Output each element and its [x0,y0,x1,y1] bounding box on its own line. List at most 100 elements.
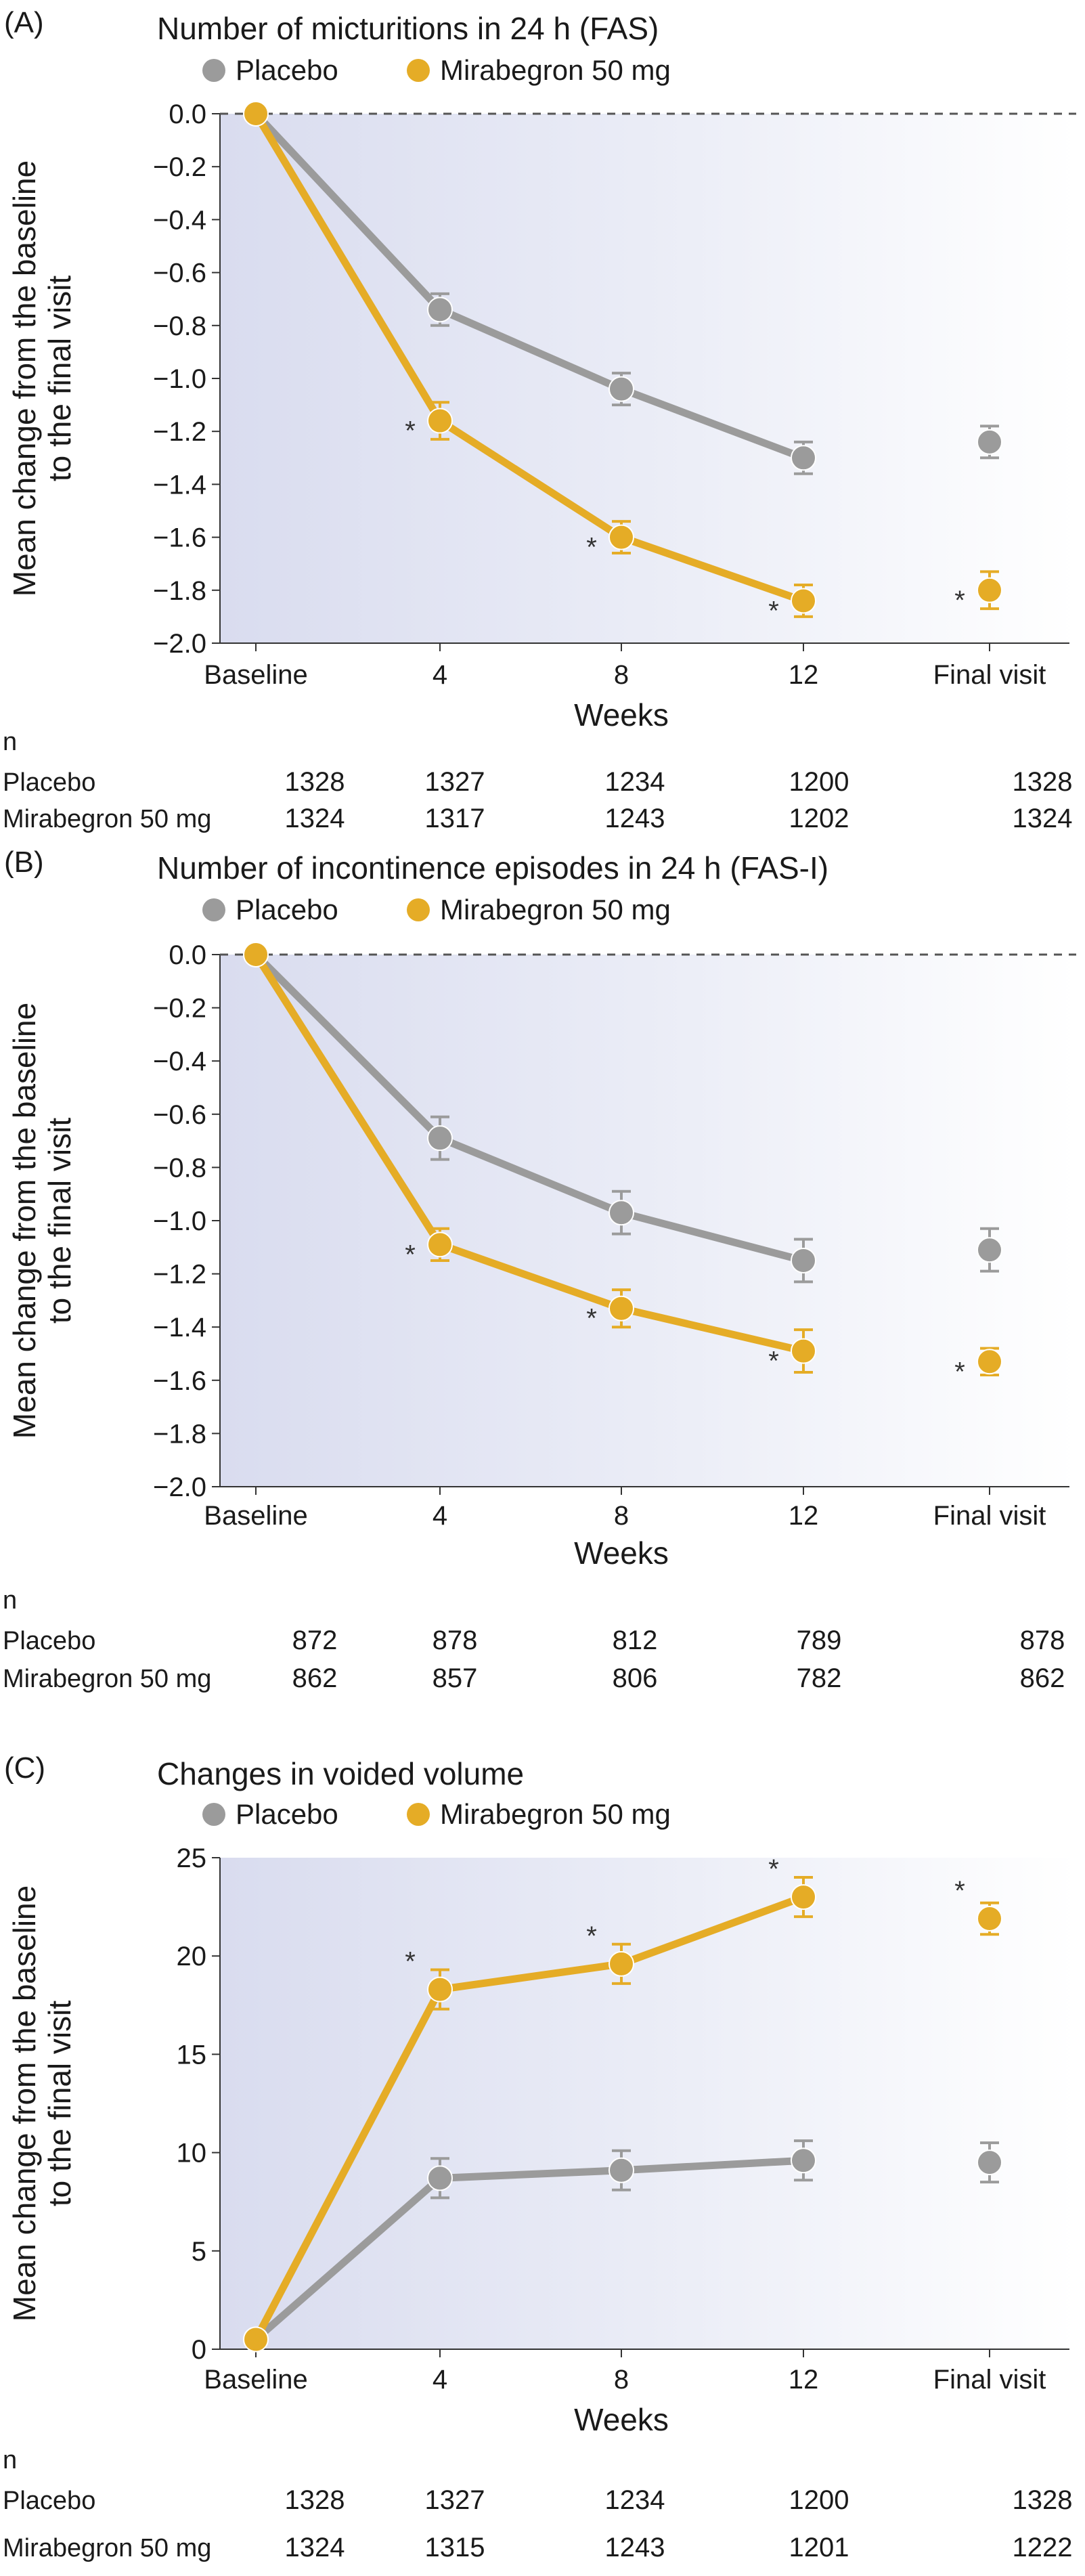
y-tick-label: 0.0 [169,100,206,129]
data-point-placebo [791,445,816,471]
y-tick-label: −1.2 [153,417,206,447]
n-value: 782 [797,1663,842,1693]
n-value: 1328 [1013,767,1073,797]
legend-mirabegron-label: Mirabegron 50 mg [440,54,671,86]
n-value: 1200 [789,2485,849,2515]
x-tick-label: 8 [614,2365,629,2395]
y-axis-title-line2: to the final visit [42,2001,77,2206]
plot-background [220,1858,1076,2349]
x-tick-label: Baseline [204,1501,307,1531]
x-tick-label: Final visit [933,2365,1046,2395]
significance-marker: * [954,1357,965,1387]
legend-placebo-marker [202,1803,225,1826]
x-axis-title: Weeks [574,697,669,733]
y-tick-label: −2.0 [153,1472,206,1502]
significance-marker: * [768,1347,779,1376]
data-point-mirabegron [608,1950,634,1977]
chart-title: Number of incontinence episodes in 24 h … [157,850,828,886]
series-line-mirabegron [252,1893,807,2343]
data-point-placebo [791,2147,816,2174]
data-point-mirabegron [791,1338,816,1364]
legend-mirabegron-marker [407,898,430,921]
n-value: 1317 [425,804,485,833]
n-row-label: Mirabegron 50 mg [3,1665,211,1693]
series-placebo [243,942,1002,1284]
y-axis-title-text: Mean change from the baselineto the fina… [7,1003,77,1439]
y-axis-title-line1: Mean change from the baseline [7,1003,42,1439]
n-value: 872 [292,1625,338,1655]
significance-marker: * [405,416,416,446]
y-tick-label: −0.6 [153,259,206,288]
x-tick-label: 4 [433,660,447,690]
y-tick-label: 0.0 [169,940,206,970]
data-point-mirabegron [791,588,816,614]
x-axis-title: Weeks [574,2402,669,2437]
data-point-placebo [427,1125,453,1152]
significance-marker: * [954,1876,965,1906]
legend-mirabegron-label: Mirabegron 50 mg [440,894,671,925]
series-line-placebo [252,110,807,462]
significance-marker: * [405,1240,416,1269]
x-tick-label: Baseline [204,660,307,690]
chart-panel-2: (B) Number of incontinence episodes in 24… [3,846,1076,1693]
legend-mirabegron-label: Mirabegron 50 mg [440,1798,671,1830]
data-point-placebo [977,1237,1002,1263]
y-tick-label: −0.4 [153,205,206,235]
n-table: n Placebo 1328 1327 1234 1200 1328 Mirabegron 5… [3,2446,1072,2562]
data-point-mirabegron [427,1231,453,1258]
panel-label: (B) [4,846,44,879]
y-tick-label: −1.6 [153,1366,206,1396]
legend-placebo-marker [202,59,225,82]
n-value: 862 [1020,1663,1065,1693]
n-value: 1234 [605,2485,665,2515]
n-row-label: Mirabegron 50 mg [3,2534,211,2562]
y-tick-label: 10 [177,2139,207,2168]
data-point-placebo [608,376,634,402]
y-tick-label: −1.0 [153,1206,206,1236]
series-mirabegron [243,942,1002,1376]
data-point-placebo [427,2165,453,2191]
n-value: 1328 [285,767,345,797]
chart-title: Changes in voided volume [157,1756,524,1791]
significance-marker: * [768,1854,779,1884]
y-axis-title: Mean change from the baselineto the fina… [7,160,77,596]
significance-marker: * [586,533,597,563]
y-tick-label: −1.4 [153,470,206,500]
n-row-label: Placebo [3,1627,95,1655]
x-tick-label: 8 [614,1501,629,1531]
n-value: 1243 [605,2533,665,2562]
legend-mirabegron-marker [407,59,430,82]
data-point-placebo [977,2149,1002,2176]
n-value: 1201 [789,2533,849,2562]
panel-label: (A) [4,6,44,39]
y-axis-title-line2: to the final visit [42,276,77,481]
data-point-mirabegron [608,1295,634,1322]
series-line-mirabegron [252,110,807,605]
significance-marker: * [586,1921,597,1951]
n-value: 1222 [1013,2533,1073,2562]
y-tick-label: −0.4 [153,1047,206,1076]
y-tick-label: 5 [192,2237,206,2267]
plot-background [220,114,1076,643]
n-value: 1200 [789,767,849,797]
data-point-mirabegron [427,408,453,434]
data-point-placebo [427,297,453,323]
data-point-placebo [791,1247,816,1273]
significance-marker: * [954,586,965,615]
x-tick-label: 12 [789,1501,819,1531]
y-tick-label: −1.8 [153,1419,206,1449]
data-point-mirabegron [977,1906,1002,1932]
significance-marker: * [768,596,779,626]
y-tick-label: 15 [177,2040,207,2070]
n-header: n [3,1586,17,1615]
data-point-placebo [608,2157,634,2183]
n-value: 1328 [285,2485,345,2515]
y-tick-label: −0.6 [153,1100,206,1130]
n-value: 1328 [1013,2485,1073,2515]
y-tick-label: 20 [177,1942,207,1971]
y-tick-label: −0.8 [153,1153,206,1183]
x-tick-label: 12 [789,660,819,690]
data-point-mirabegron [977,577,1002,603]
data-point-mirabegron [243,101,269,127]
n-value: 806 [613,1663,658,1693]
